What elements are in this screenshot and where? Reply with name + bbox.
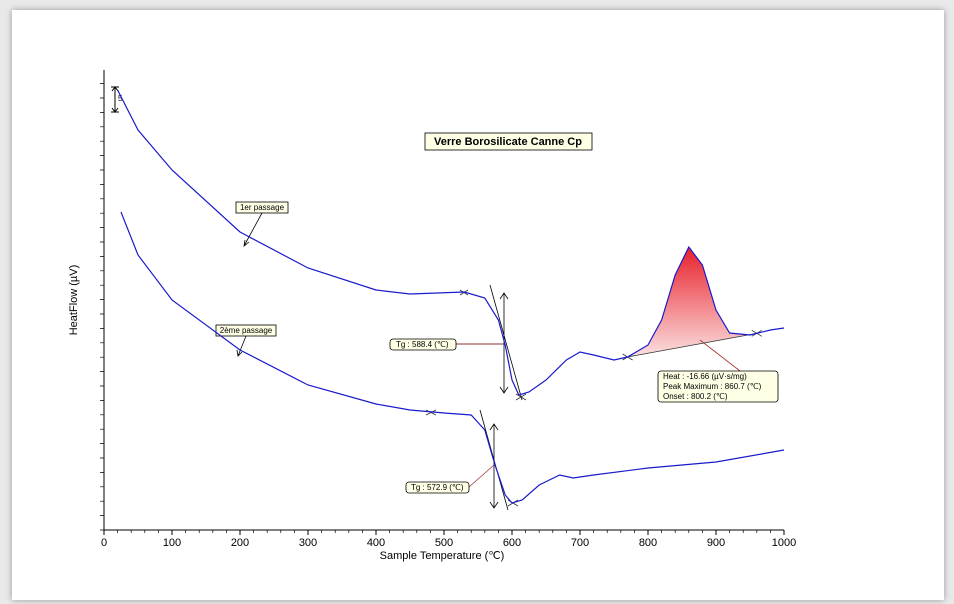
x-tick-label: 200: [231, 537, 249, 549]
y-axis-label: HeatFlow (µV): [68, 265, 80, 336]
annotation: Heat : -16.66 (µV·s/mg): [663, 372, 747, 381]
annotation-box: [389, 338, 457, 351]
x-tick-label: 600: [503, 537, 521, 549]
series-label: 1er passage: [240, 203, 285, 212]
x-tick-label: 900: [707, 537, 725, 549]
tg-construction: [456, 284, 523, 401]
label-arrow: [236, 335, 247, 357]
leader-line: [699, 339, 741, 372]
data-line: [120, 211, 785, 504]
label-arrow: [243, 212, 263, 247]
annotation: Tg : 572.9 (℃): [411, 483, 464, 492]
minor-ticks: [100, 83, 771, 533]
title-box: [424, 132, 593, 151]
annotation: Onset : 800.2 (℃): [663, 392, 728, 401]
peak-area: [627, 247, 757, 357]
leader-line: [468, 464, 495, 488]
x-tick-label: 800: [639, 537, 657, 549]
panel: [12, 10, 944, 600]
label-box: [215, 324, 277, 337]
scale-bar: [111, 86, 119, 113]
series-label: 2ème passage: [220, 326, 273, 335]
annotation-box: [657, 370, 779, 403]
scale-bar-label: 5: [118, 94, 123, 103]
annotation-box: [405, 481, 470, 494]
annotation: Tg : 588.4 (℃): [396, 340, 449, 349]
x-tick-label: 0: [101, 537, 107, 549]
annotation: Peak Maximum : 860.7 (℃): [663, 382, 762, 391]
data-line: [117, 89, 785, 396]
x-tick-label: 300: [299, 537, 317, 549]
label-box: [235, 201, 289, 214]
chart-title: Verre Borosilicate Canne Cp: [434, 136, 582, 148]
peak-baseline: [627, 332, 757, 358]
x-tick-label: 500: [435, 537, 453, 549]
x-tick-label: 1000: [772, 537, 796, 549]
x-tick-label: 100: [163, 537, 181, 549]
marker-cross: [425, 289, 527, 507]
x-tick-label: 400: [367, 537, 385, 549]
x-tick-label: 700: [571, 537, 589, 549]
x-axis-label: Sample Temperature (℃): [380, 550, 505, 562]
